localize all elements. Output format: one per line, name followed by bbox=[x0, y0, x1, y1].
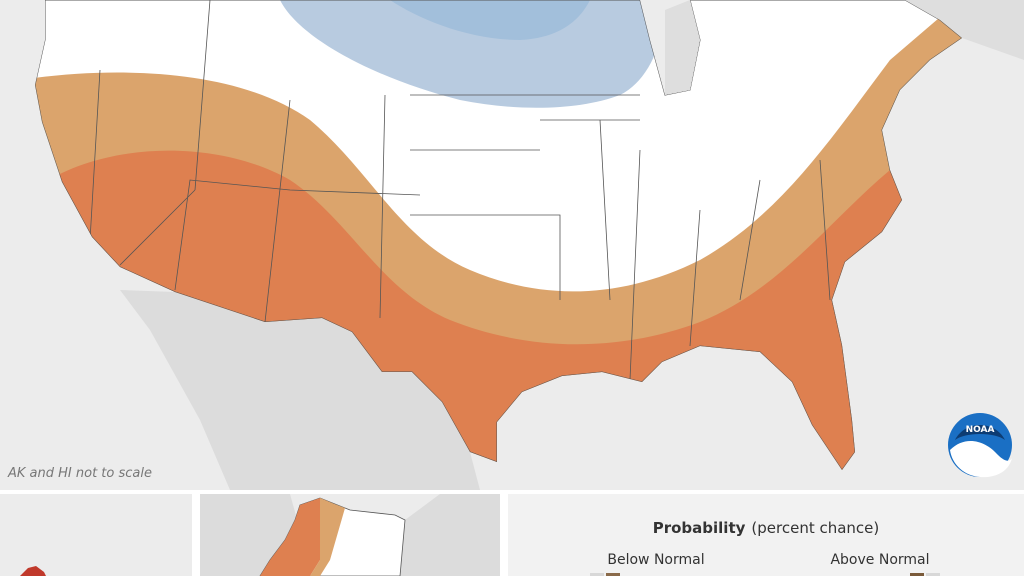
alaska-core bbox=[260, 498, 332, 576]
logo-text: NOAA bbox=[966, 425, 995, 435]
below-normal-area bbox=[280, 0, 665, 108]
state-lines bbox=[89, 0, 831, 381]
legend-heading: Probability (percent chance) bbox=[653, 519, 880, 537]
legend-above: Above Normal bbox=[830, 552, 929, 568]
legend-swatches bbox=[590, 573, 940, 576]
legend-below: Below Normal bbox=[607, 552, 704, 568]
legend-subtitle: (percent chance) bbox=[751, 519, 879, 537]
hawaii bbox=[20, 566, 46, 576]
canada-ak bbox=[400, 494, 500, 576]
below-normal-core bbox=[390, 0, 590, 40]
legend-panel bbox=[508, 494, 1024, 576]
mexico bbox=[120, 290, 480, 490]
noaa-logo: NOAA bbox=[948, 413, 1012, 478]
hawaii-panel bbox=[0, 494, 192, 576]
lake-michigan bbox=[665, 0, 700, 95]
legend-title: Probability bbox=[653, 519, 746, 537]
alaska-band bbox=[310, 498, 345, 576]
map-note: AK and HI not to scale bbox=[7, 466, 152, 481]
